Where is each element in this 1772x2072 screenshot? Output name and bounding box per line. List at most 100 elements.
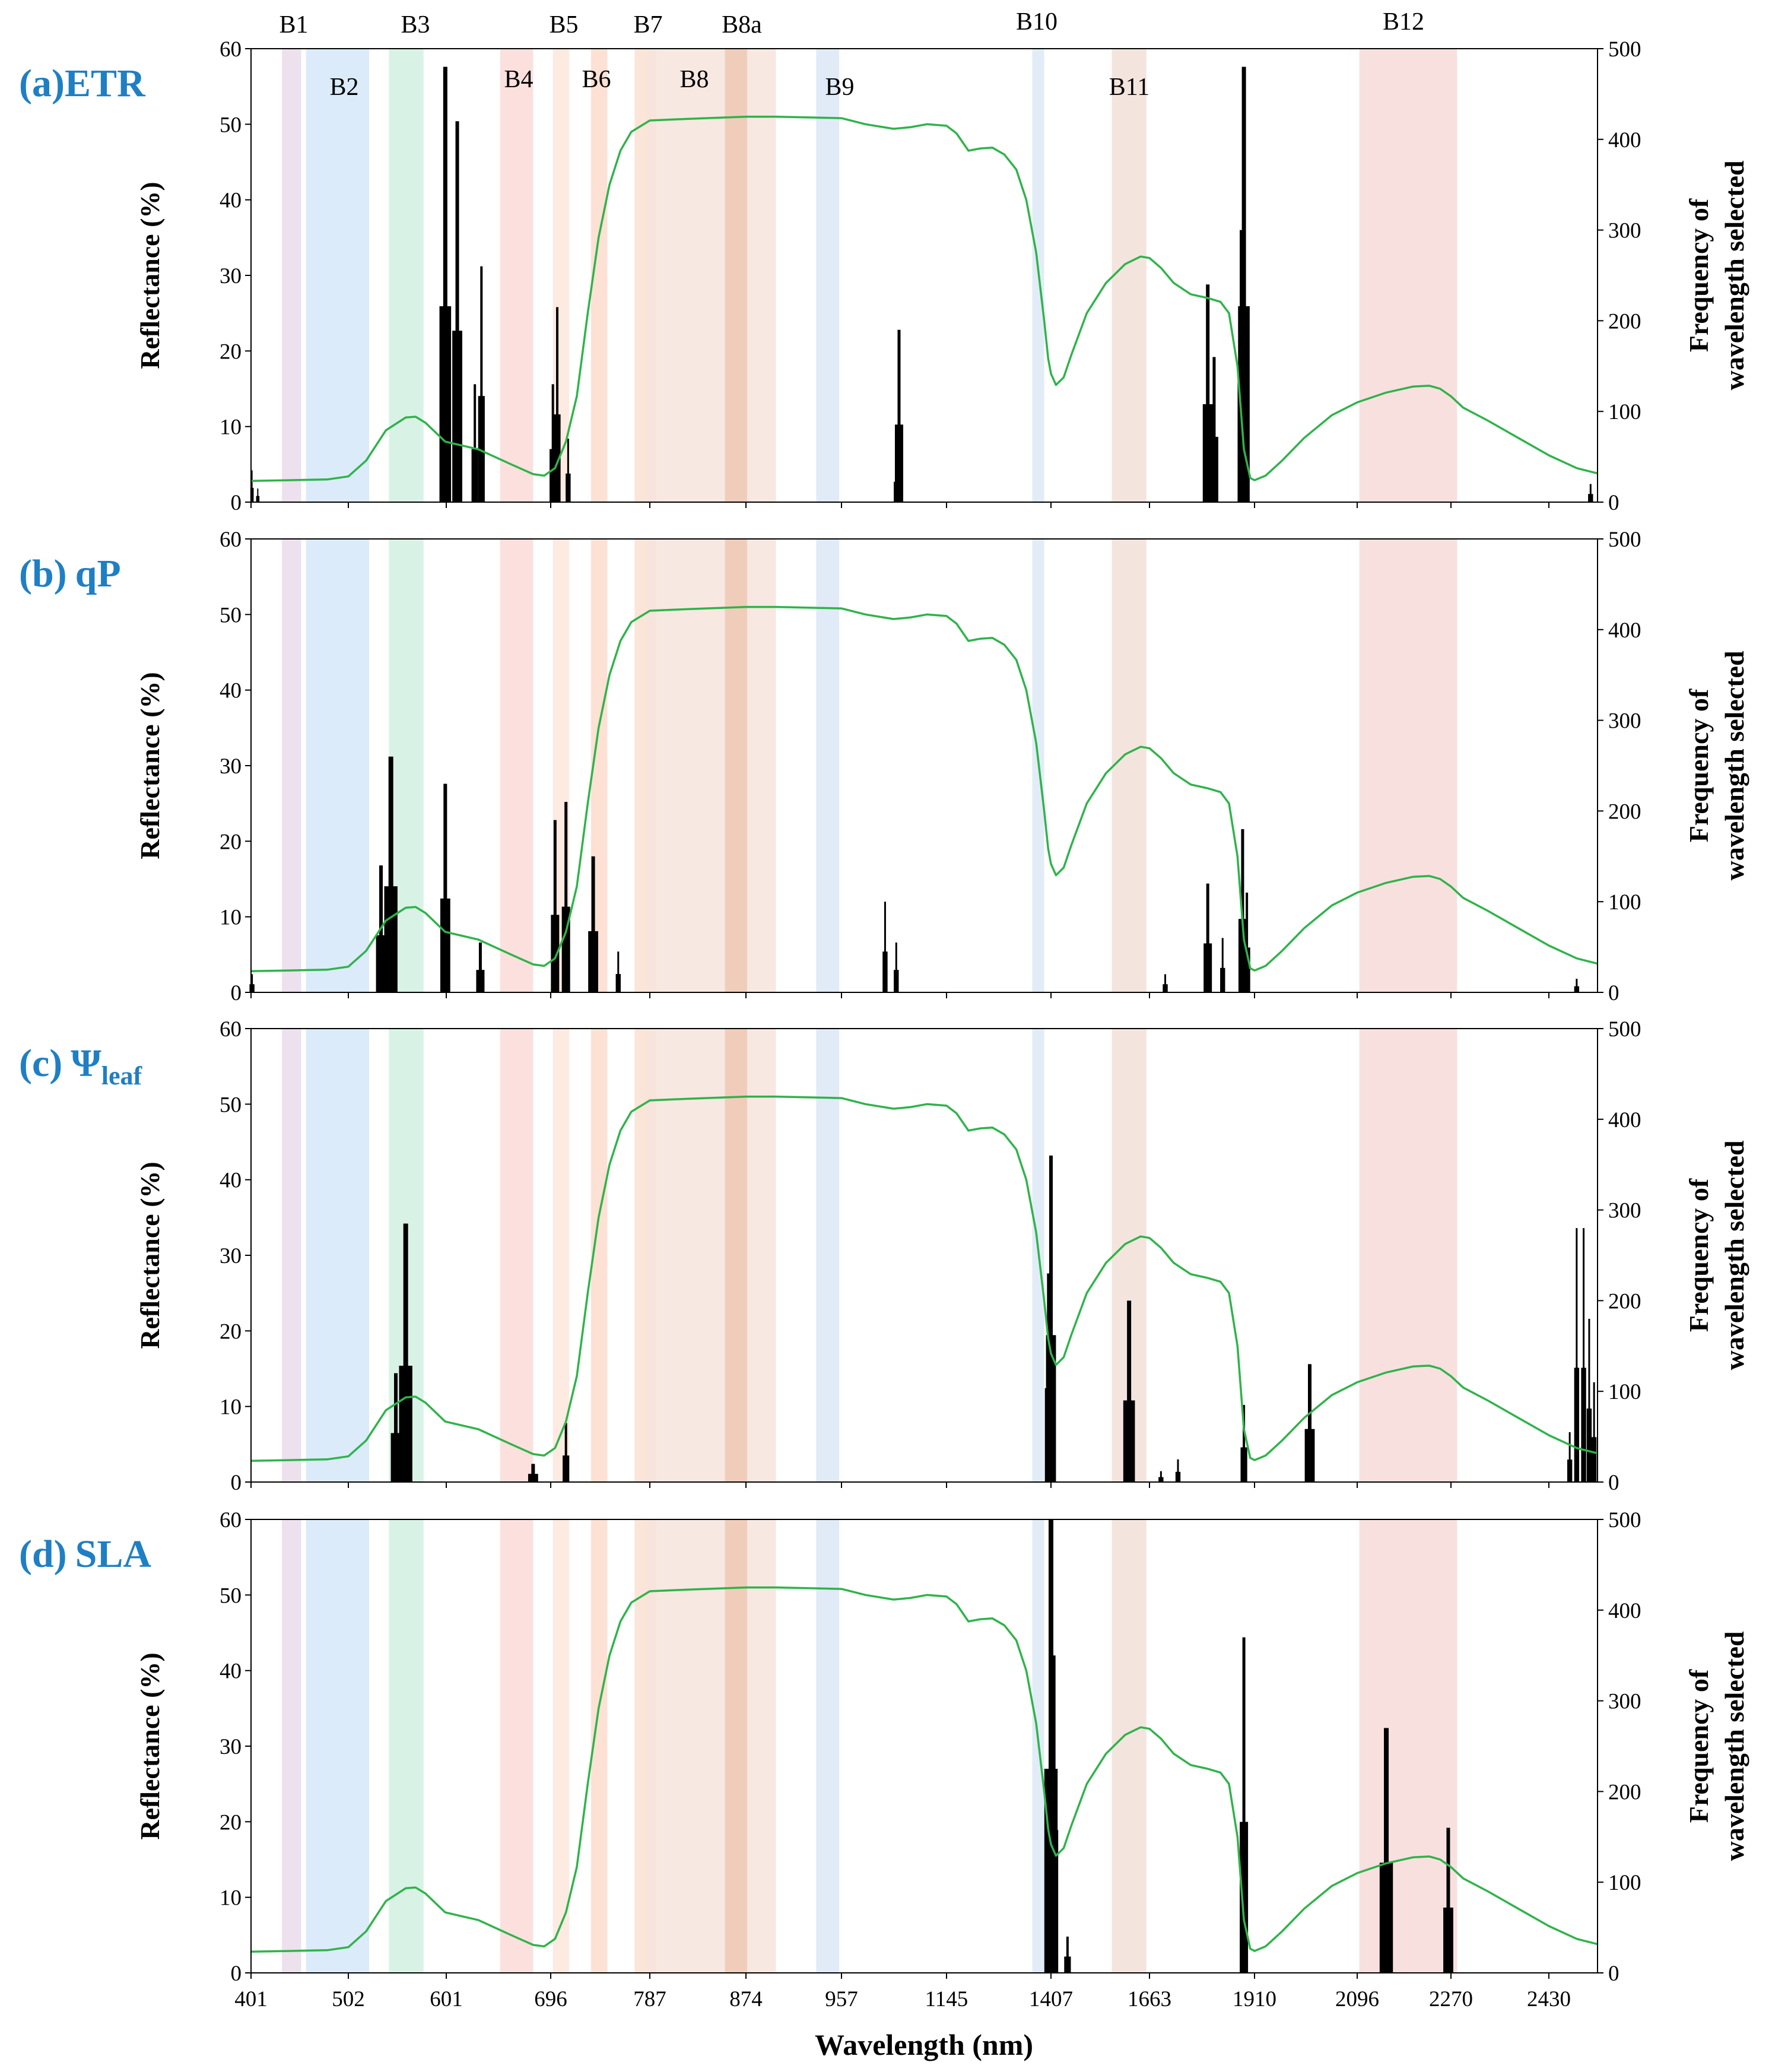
frequency-bar (1160, 1471, 1162, 1482)
frequency-peaks (1044, 1519, 1453, 1973)
right-tick-label: 500 (1608, 528, 1641, 552)
right-tick-label: 0 (1608, 981, 1619, 1005)
left-tick-label: 10 (220, 415, 242, 440)
band-b2 (306, 49, 369, 502)
band-b8a (725, 1519, 747, 1973)
left-tick-label: 40 (220, 1659, 242, 1684)
frequency-bar-shoulder (1588, 494, 1593, 502)
frequency-bar (564, 802, 568, 992)
left-tick-label: 50 (220, 113, 242, 137)
band-b8 (647, 49, 776, 502)
y-axis-title-left: Reflectance (%) (135, 1652, 165, 1839)
frequency-bar-shoulder (1304, 1429, 1315, 1482)
frequency-bar (394, 1373, 398, 1482)
right-tick-label: 500 (1608, 37, 1641, 62)
frequency-bar-shoulder (1163, 984, 1168, 992)
band-b3 (389, 1519, 424, 1973)
band-b8 (647, 539, 776, 992)
band-b4 (500, 49, 533, 502)
left-tick-label: 30 (220, 1244, 242, 1268)
frequency-bar-shoulder (476, 970, 485, 992)
band-b5 (552, 1519, 570, 1973)
frequency-bar-shoulder (250, 487, 254, 502)
y-axis-title-right-line2: wavelength selected (1719, 1140, 1749, 1370)
reflectance-curve (250, 605, 1598, 973)
frequency-bar-shoulder (452, 331, 462, 502)
band-b8 (647, 1519, 776, 1973)
band-b8 (647, 1029, 776, 1482)
panel-letter: (d) (19, 1532, 67, 1576)
frequency-bar-shoulder (376, 935, 386, 992)
frequency-bar-shoulder (1158, 1477, 1164, 1482)
right-axis: 0 100 200 300 400 500 (1598, 528, 1641, 1005)
left-tick-label: 30 (220, 264, 242, 288)
frequency-bar (1221, 938, 1224, 992)
x-tick-label: 601 (430, 1987, 463, 2011)
y-axis-title-left: Reflectance (%) (135, 182, 165, 369)
frequency-bar-shoulder (1443, 1907, 1453, 1973)
left-tick-label: 30 (220, 754, 242, 779)
frequency-bar-shoulder (1064, 1956, 1071, 1973)
y-axis-title-right-line1: Frequency of (1684, 1669, 1714, 1823)
frequency-bar-shoulder (1237, 379, 1244, 502)
frequency-bar-shoulder (1123, 1400, 1135, 1482)
band-label-b11: B11 (1109, 74, 1149, 101)
frequency-bar (474, 384, 477, 502)
right-tick-label: 300 (1608, 1199, 1641, 1223)
frequency-bar-shoulder (563, 1455, 570, 1482)
band-b12 (1359, 49, 1457, 502)
band-label-b10: B10 (1016, 8, 1058, 36)
band-b4 (500, 1029, 533, 1482)
band-label-b2: B2 (329, 74, 358, 101)
band-label-b12: B12 (1383, 8, 1424, 36)
band-b11 (1112, 1519, 1147, 1973)
frequency-bar (1568, 1432, 1571, 1482)
left-axis: 0 10 20 30 40 50 60 (220, 528, 251, 1005)
right-tick-label: 300 (1608, 1690, 1641, 1714)
frequency-bar (1576, 1228, 1578, 1482)
frequency-bar-shoulder (561, 906, 570, 992)
panel-letter: (a) (19, 62, 65, 105)
right-tick-label: 100 (1608, 1380, 1641, 1404)
x-tick-label: 696 (534, 1987, 567, 2011)
band-b1 (281, 49, 301, 502)
panel-trait: Ψ (71, 1042, 101, 1085)
left-tick-label: 10 (220, 1395, 242, 1420)
frequency-bar-shoulder (1044, 1388, 1052, 1482)
frequency-bar-shoulder (1574, 986, 1580, 992)
left-tick-label: 50 (220, 1093, 242, 1117)
frequency-bar-shoulder (894, 970, 899, 992)
left-tick-label: 50 (220, 1584, 242, 1608)
left-tick-label: 10 (220, 906, 242, 930)
frequency-bar-shoulder (1591, 1437, 1597, 1482)
y-axis-title-right-line1: Frequency of (1684, 198, 1714, 352)
right-tick-label: 100 (1608, 1871, 1641, 1895)
left-tick-label: 20 (220, 1810, 242, 1835)
frequency-bar (1593, 1382, 1595, 1482)
frequency-bar (1066, 1936, 1069, 1973)
y-axis-title-right-line2: wavelength selected (1719, 160, 1749, 390)
frequency-bar-shoulder (390, 1433, 401, 1482)
band-label-b4: B4 (504, 66, 533, 93)
left-tick-label: 20 (220, 1319, 242, 1344)
frequency-bar-shoulder (439, 306, 452, 502)
right-tick-label: 300 (1608, 709, 1641, 734)
x-tick-label: 1145 (925, 1987, 968, 2011)
frequency-bar (1047, 1273, 1050, 1482)
band-label-b8: B8 (679, 66, 709, 93)
y-axis-title-right-line1: Frequency of (1684, 1178, 1714, 1332)
right-tick-label: 400 (1608, 1108, 1641, 1132)
band-b12 (1359, 539, 1457, 992)
right-tick-label: 500 (1608, 1017, 1641, 1042)
right-tick-label: 100 (1608, 400, 1641, 424)
panel-letter: (c) (19, 1042, 62, 1085)
frequency-bar (1576, 979, 1578, 992)
frequency-bar (257, 488, 259, 502)
sentinel-bands (281, 1519, 1457, 1973)
x-tick-label: 1910 (1233, 1987, 1276, 2011)
right-tick-label: 400 (1608, 128, 1641, 153)
frequency-bar (1588, 1318, 1590, 1482)
frequency-peaks (249, 756, 1580, 992)
reflectance-curve (250, 1586, 1598, 1953)
